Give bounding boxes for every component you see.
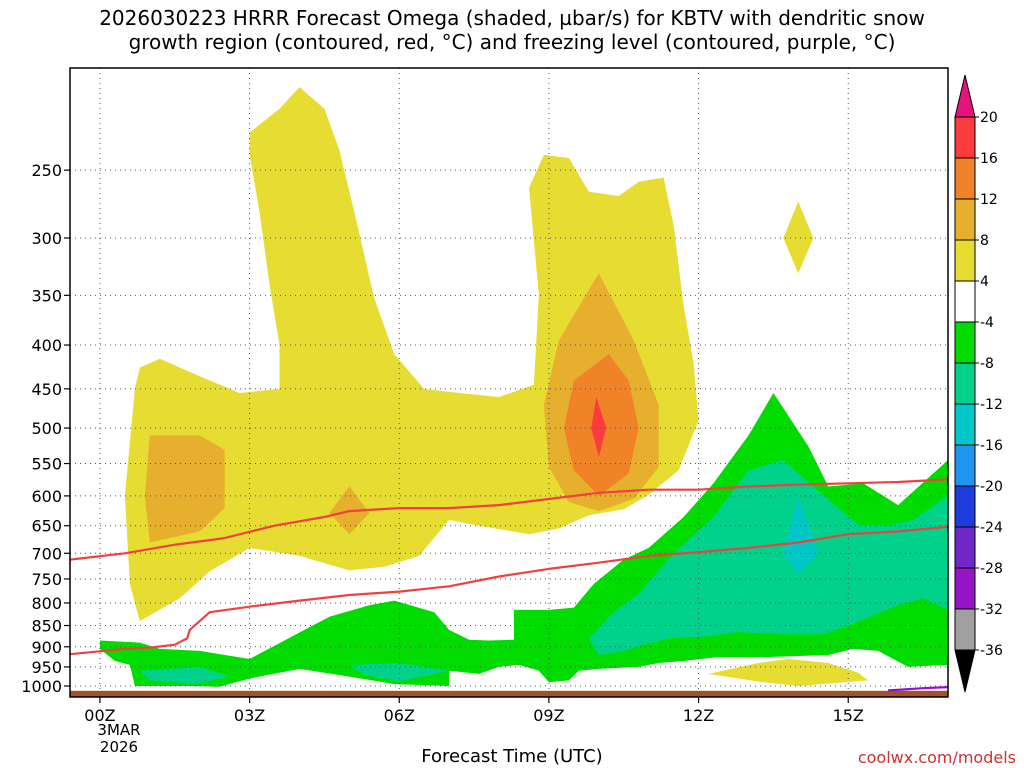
x-tick-label: 15Z <box>833 706 864 725</box>
x-axis-label: Forecast Time (UTC) <box>421 746 603 767</box>
credit-link[interactable]: coolwx.com/models <box>857 748 1016 767</box>
colorbar-top-arrow <box>954 74 976 118</box>
colorbar-bottom-arrow <box>954 649 976 693</box>
colorbar-label: 16 <box>980 151 998 167</box>
colorbar-label: 20 <box>980 110 998 126</box>
colorbar-swatch <box>954 485 976 528</box>
colorbar-label: 4 <box>980 274 989 290</box>
colorbar-label: -20 <box>980 479 1003 495</box>
colorbar-label: -4 <box>980 315 994 331</box>
colorbar-label: -16 <box>980 438 1003 454</box>
y-tick-label: 550 <box>31 455 62 474</box>
omega-region-cyan <box>783 495 819 574</box>
y-tick-label: 650 <box>31 517 62 536</box>
date-label-year: 2026 <box>99 738 139 756</box>
colorbar-swatch <box>954 608 976 651</box>
colorbar-swatch <box>954 198 976 241</box>
freezing-level-contour <box>888 686 948 692</box>
colorbar-label: 12 <box>980 192 998 208</box>
y-tick-label: 900 <box>31 638 62 657</box>
omega-region-teal <box>588 460 948 655</box>
omega-region-teal <box>139 666 230 685</box>
y-tick-label: 600 <box>31 487 62 506</box>
omega-region-yellow <box>783 201 814 274</box>
colorbar-label: -24 <box>980 520 1003 536</box>
y-tick-label: 300 <box>31 229 62 248</box>
colorbar-swatch <box>954 526 976 569</box>
dendritic-contour <box>70 478 948 561</box>
colorbar-swatch <box>954 403 976 446</box>
y-tick-label: 850 <box>31 617 62 636</box>
colorbar-swatch <box>954 567 976 610</box>
colorbar-label: -36 <box>980 643 1003 659</box>
y-tick-label: 500 <box>31 419 62 438</box>
omega-region-yellow <box>124 87 699 622</box>
colorbar-swatch <box>954 157 976 200</box>
y-tick-label: 1000 <box>21 677 62 696</box>
y-tick-label: 750 <box>31 570 62 589</box>
colorbar-swatch <box>954 116 976 159</box>
y-tick-label: 950 <box>31 658 62 677</box>
colorbar-label: -8 <box>980 356 994 372</box>
colorbar-swatch <box>954 362 976 405</box>
x-tick-label: 09Z <box>533 706 564 725</box>
colorbar-swatch <box>954 239 976 282</box>
title-line-1: 2026030223 HRRR Forecast Omega (shaded, … <box>99 6 925 30</box>
y-tick-label: 250 <box>31 161 62 180</box>
y-tick-label: 350 <box>31 286 62 305</box>
omega-region-orange_light <box>144 435 225 543</box>
date-label: 3MAR 2026 <box>96 722 142 756</box>
x-tick-label: 00Z <box>84 706 115 725</box>
omega-region-teal <box>349 663 450 682</box>
ground-strip <box>70 690 948 697</box>
chart-title: 2026030223 HRRR Forecast Omega (shaded, … <box>0 6 1024 54</box>
y-tick-label: 700 <box>31 544 62 563</box>
y-tick-label: 400 <box>31 336 62 355</box>
colorbar: 20 16 12 8 4 -4 -8 -12 -16 -20 -24 -28 -32 -36 <box>954 74 1003 693</box>
x-tick-label: 06Z <box>384 706 415 725</box>
date-label-day: 3MAR <box>97 721 141 739</box>
colorbar-swatch <box>954 280 976 323</box>
colorbar-label: -12 <box>980 397 1003 413</box>
omega-shading <box>70 87 948 697</box>
colorbar-label: -32 <box>980 602 1003 618</box>
title-line-2: growth region (contoured, red, °C) and f… <box>128 30 896 54</box>
colorbar-label: -28 <box>980 561 1003 577</box>
y-tick-label: 450 <box>31 380 62 399</box>
colorbar-swatch <box>954 444 976 487</box>
omega-region-yellow <box>708 659 869 686</box>
colorbar-label: 8 <box>980 233 989 249</box>
x-axis: 00Z 03Z 06Z 09Z 12Z 15Z <box>84 697 864 725</box>
y-axis: 250 300 350 400 450 500 550 600 650 700 750 800 850 9… <box>21 161 70 696</box>
dendritic-contour <box>70 525 948 656</box>
x-tick-label: 03Z <box>234 706 265 725</box>
colorbar-swatch <box>954 321 976 364</box>
x-tick-label: 12Z <box>683 706 714 725</box>
y-tick-label: 800 <box>31 594 62 613</box>
plot-frame <box>69 67 949 698</box>
omega-region-red <box>591 397 607 457</box>
contour-lines <box>70 478 948 692</box>
